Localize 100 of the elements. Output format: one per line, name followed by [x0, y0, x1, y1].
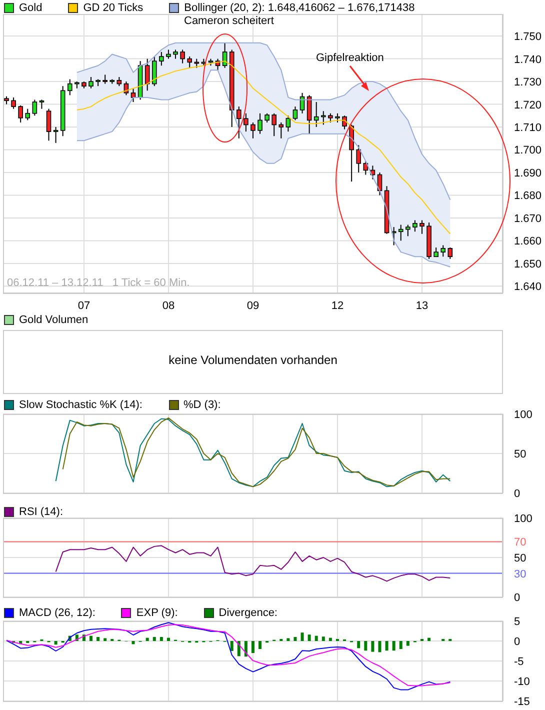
y-tick-label: 1.710 [514, 122, 542, 134]
candlestick [321, 110, 326, 126]
candlestick [166, 49, 171, 60]
x-tick-label: 09 [246, 300, 260, 312]
bar [364, 641, 368, 651]
candlestick [342, 115, 347, 130]
bar [406, 641, 410, 646]
y-tick-label: 1.660 [514, 236, 542, 248]
y-tick-label: -10 [514, 676, 530, 688]
candlestick [46, 108, 52, 142]
candlestick [53, 126, 58, 144]
bar [286, 638, 290, 641]
candlestick [67, 78, 72, 96]
bar [251, 641, 254, 653]
candlestick [349, 124, 354, 182]
y-tick-label: 1.740 [514, 54, 542, 66]
y-tick-label: 0 [514, 488, 520, 500]
candlestick [272, 112, 277, 137]
candlestick [448, 247, 453, 260]
candlestick [398, 224, 404, 242]
bar [90, 636, 93, 641]
x-tick-label: 08 [162, 300, 175, 312]
legend-label: Slow Stochastic %K (14): [19, 399, 142, 411]
bar [378, 641, 382, 652]
bar [328, 638, 332, 641]
candlestick [406, 224, 410, 237]
bar [54, 641, 58, 645]
bar [166, 638, 170, 641]
legend-label: Bollinger (20, 2): 1.648,416062 – 1.676,171438 [184, 2, 415, 14]
candlestick [173, 49, 178, 60]
candlestick [244, 112, 248, 132]
y-tick-label: 1.640 [514, 281, 542, 294]
candlestick [434, 247, 438, 258]
bar [385, 641, 388, 651]
y-tick-label: 100 [514, 409, 532, 421]
candlestick [412, 220, 418, 232]
bar [258, 641, 262, 649]
line-series [55, 545, 451, 582]
legend-label: RSI (14): [19, 506, 64, 518]
bar [96, 637, 100, 641]
y-tick-label: 1.680 [514, 190, 542, 202]
y-tick-label: 50 [514, 552, 526, 564]
bar [392, 641, 396, 651]
x-tick-label: 12 [331, 300, 344, 312]
candlestick [236, 106, 242, 139]
y-tick-label: -15 [514, 696, 530, 708]
bar [322, 636, 325, 641]
candlestick [88, 76, 94, 89]
bar [399, 641, 402, 649]
y-tick-label: 1.670 [514, 212, 542, 225]
candlestick [335, 112, 340, 123]
x-tick-label: 13 [416, 300, 428, 312]
candlestick [420, 220, 424, 234]
legend-label: EXP (9): [136, 607, 178, 619]
bar [371, 641, 374, 652]
bar [104, 638, 107, 641]
y-tick-label: 70 [514, 536, 526, 549]
y-tick-label: 1.750 [514, 31, 542, 44]
candlestick [180, 49, 185, 64]
y-tick-label: 0 [514, 636, 520, 648]
y-tick-label: 30 [514, 568, 526, 580]
line-series [76, 42, 451, 200]
candlestick [250, 122, 256, 139]
candlestick [328, 112, 333, 123]
candlestick [440, 244, 446, 258]
y-tick-label: 1.650 [514, 258, 542, 270]
legend-label: MACD (26, 12): [19, 607, 96, 619]
bar [230, 641, 234, 651]
candlestick [292, 106, 298, 121]
bar [314, 636, 318, 641]
candlestick [39, 99, 44, 110]
bar [428, 638, 431, 641]
candlestick [116, 76, 122, 87]
candlestick [264, 112, 270, 123]
bar [160, 637, 163, 641]
candlestick [286, 115, 291, 132]
candlestick [306, 94, 312, 134]
y-tick-label: 1.730 [514, 76, 542, 89]
candlestick [18, 104, 23, 123]
y-tick-label: 5 [514, 616, 520, 628]
bar [146, 638, 149, 641]
annotation: 06.12.11 – 13.12.11 1 Tick = 60 Min. [7, 277, 190, 289]
annotation: Cameron scheitert [184, 15, 274, 27]
annotation: Gipfelreaktion [316, 52, 384, 64]
candlestick [32, 99, 38, 116]
candlestick [258, 112, 262, 134]
legend-label: Divergence: [218, 607, 278, 619]
candlestick [25, 108, 30, 121]
legend-label: GD 20 Ticks [83, 2, 144, 14]
candlestick [356, 144, 362, 173]
candlestick [159, 51, 164, 66]
y-tick-label: 1.720 [514, 99, 542, 112]
bar [308, 634, 311, 641]
bar [132, 641, 135, 644]
bar [357, 641, 360, 648]
candlestick [278, 122, 284, 139]
bar [300, 632, 304, 641]
candlestick [152, 56, 157, 87]
bar [152, 637, 156, 641]
y-tick-label: 1.690 [514, 167, 542, 180]
